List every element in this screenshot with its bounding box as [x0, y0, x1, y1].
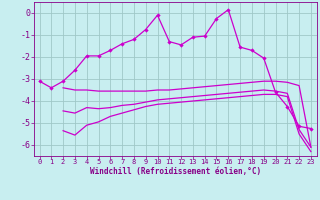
X-axis label: Windchill (Refroidissement éolien,°C): Windchill (Refroidissement éolien,°C) [90, 167, 261, 176]
